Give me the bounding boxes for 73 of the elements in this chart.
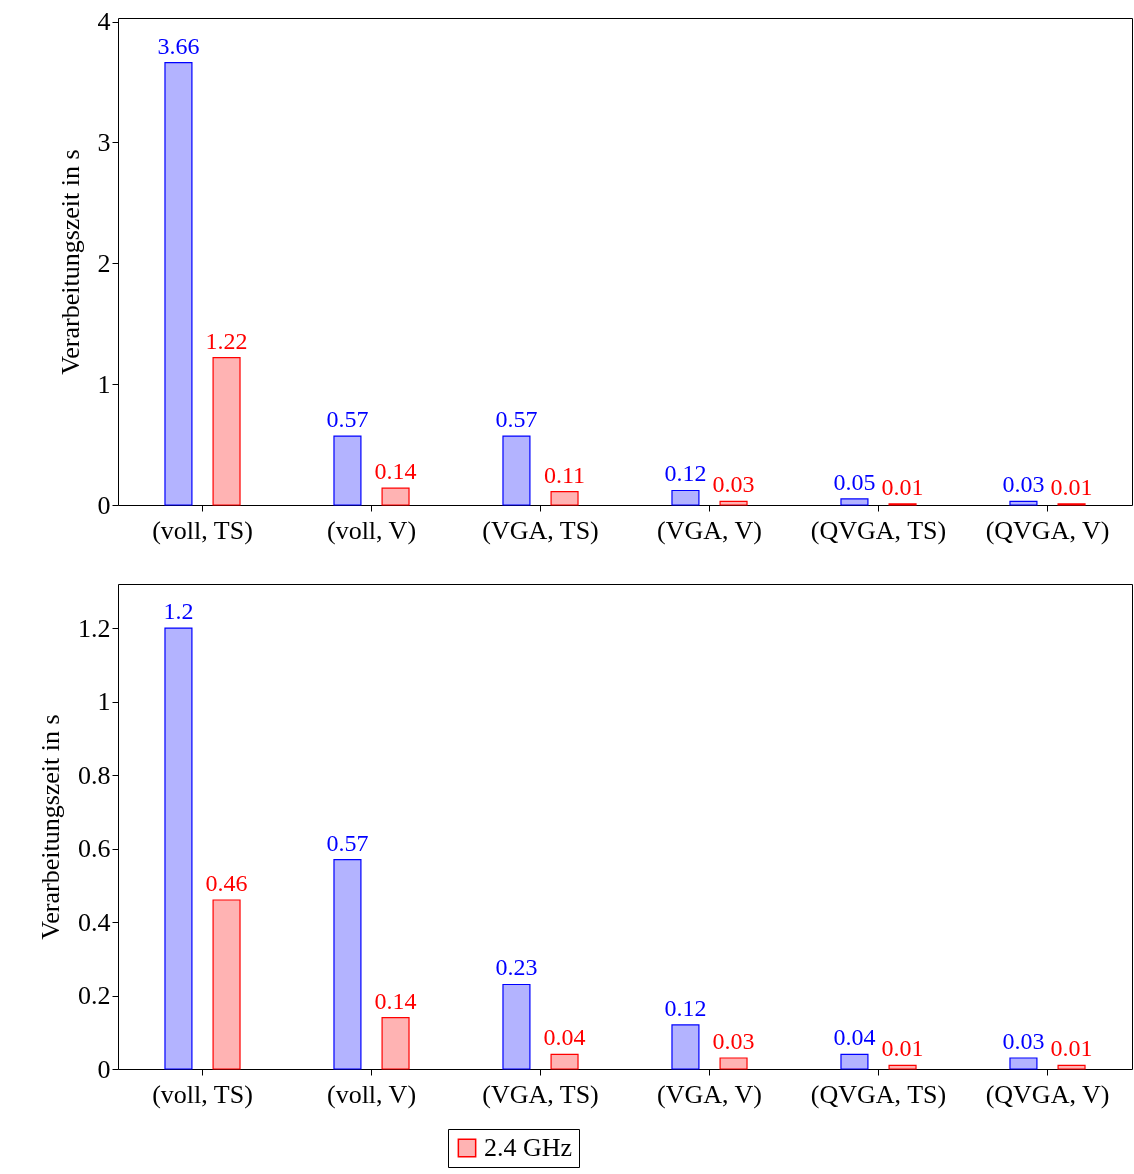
y-tick-label: 0.6 (78, 834, 111, 864)
x-tick-label: (voll, TS) (152, 515, 253, 545)
y-axis-title: Verarbeitungszeit in s (55, 149, 85, 375)
y-tick-label: 3 (97, 127, 111, 157)
y-axis-title: Verarbeitungszeit in s (36, 714, 65, 940)
data-label: 0.04 (833, 1024, 876, 1051)
x-tick-label: (QVGA, TS) (810, 515, 947, 545)
data-label: 0.14 (374, 458, 417, 485)
y-tick-label: 1.2 (78, 613, 111, 643)
bar (1009, 1057, 1038, 1070)
data-label: 0.57 (326, 406, 369, 433)
bar (719, 1057, 748, 1070)
data-label: 0.03 (1002, 471, 1045, 498)
data-label: 0.04 (543, 1024, 586, 1051)
bar (888, 1064, 917, 1070)
bar (381, 1016, 410, 1070)
bar (164, 62, 193, 506)
data-label: 0.57 (326, 829, 369, 856)
bar (212, 899, 241, 1070)
y-tick-label: 0.2 (78, 981, 111, 1011)
bar (840, 1053, 869, 1070)
data-label: 0.57 (495, 406, 538, 433)
y-tick-label: 1 (97, 369, 111, 399)
data-label: 1.2 (163, 598, 194, 625)
y-tick-label: 0.4 (78, 907, 111, 937)
x-tick-label: (VGA, TS) (482, 515, 599, 545)
data-label: 0.11 (544, 461, 586, 488)
bar (671, 489, 700, 506)
data-label: 3.66 (157, 32, 200, 59)
bar (381, 487, 410, 506)
data-label: 1.22 (205, 327, 248, 354)
x-tick-label: (QVGA, V) (985, 1079, 1110, 1109)
data-label: 0.12 (664, 460, 707, 487)
x-tick-label: (VGA, V) (657, 515, 762, 545)
y-tick-label: 0 (97, 1054, 111, 1084)
bar (840, 498, 869, 506)
bar (333, 858, 362, 1070)
y-tick-label: 0 (97, 490, 111, 520)
x-tick-label: (VGA, V) (657, 1079, 762, 1109)
bar (212, 356, 241, 506)
y-tick-label: 1 (97, 687, 111, 717)
bar (550, 491, 579, 506)
bar (1009, 500, 1038, 506)
legend-label: 2.4 GHz (484, 1133, 573, 1162)
bar (671, 1024, 700, 1070)
data-label: 0.12 (664, 994, 707, 1021)
bar (502, 983, 531, 1070)
x-tick-label: (voll, TS) (152, 1079, 253, 1109)
y-tick-label: 4 (97, 7, 111, 37)
x-tick-label: (QVGA, V) (985, 515, 1110, 545)
data-label: 0.03 (712, 471, 755, 498)
data-label: 0.03 (712, 1027, 755, 1054)
data-label: 0.23 (495, 954, 538, 981)
y-tick-label: 2 (97, 248, 111, 278)
bar (502, 435, 531, 506)
x-tick-label: (voll, V) (326, 515, 417, 545)
x-tick-label: (voll, V) (326, 1079, 417, 1109)
data-label: 0.46 (205, 869, 248, 896)
x-tick-label: (VGA, TS) (482, 1079, 599, 1109)
bar (719, 500, 748, 506)
data-label: 0.03 (1002, 1027, 1045, 1054)
bar (1057, 1064, 1086, 1070)
data-label: 0.14 (374, 987, 417, 1014)
data-label: 0.01 (1050, 473, 1093, 500)
x-tick-label: (QVGA, TS) (810, 1079, 947, 1109)
y-tick-label: 0.8 (78, 760, 111, 790)
bar (550, 1053, 579, 1070)
data-label: 0.05 (833, 468, 876, 495)
data-label: 0.01 (881, 1035, 924, 1062)
data-label: 0.01 (881, 473, 924, 500)
bar (164, 627, 193, 1070)
bar (333, 435, 362, 506)
data-label: 0.01 (1050, 1035, 1093, 1062)
